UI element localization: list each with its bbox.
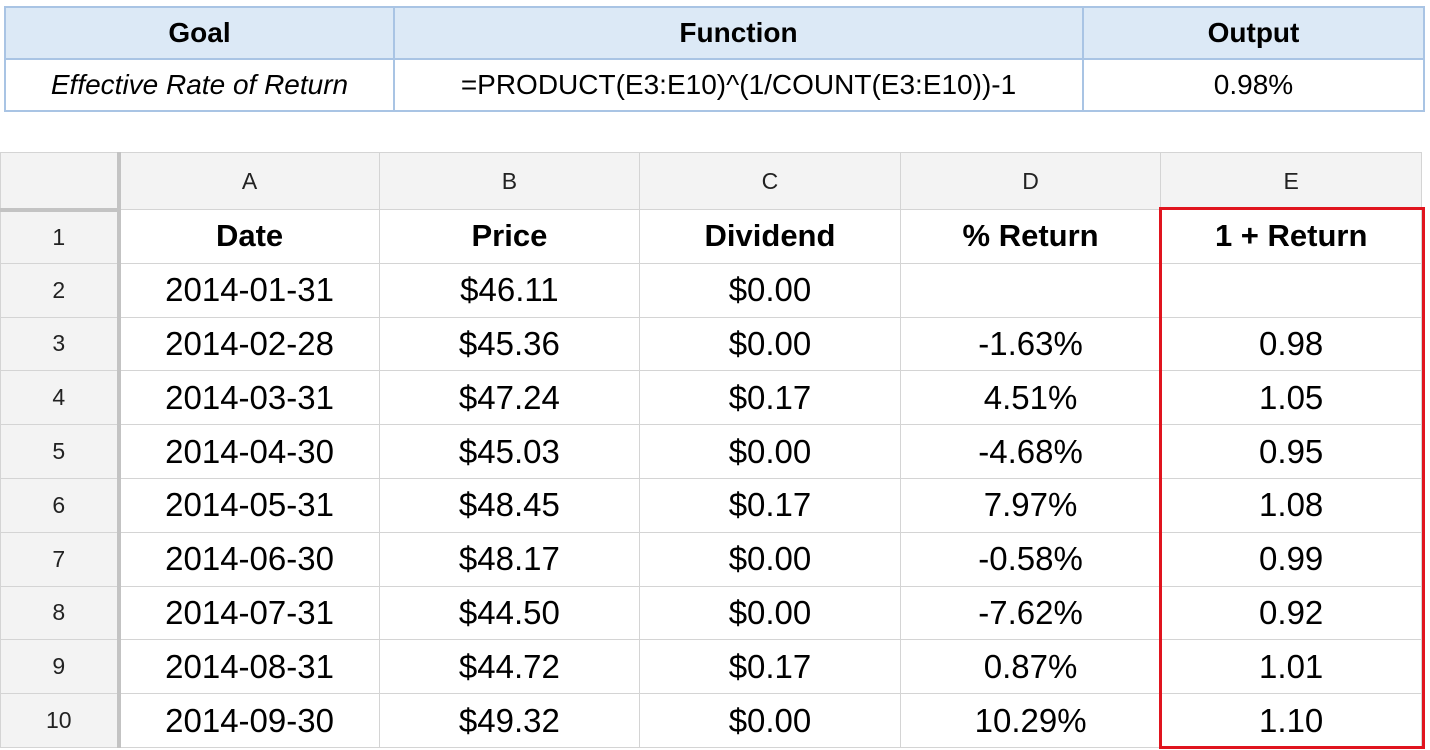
summary-header-goal: Goal <box>4 6 395 60</box>
cell-dividend[interactable]: $0.00 <box>639 316 901 372</box>
column-header-c[interactable]: C <box>639 152 901 210</box>
row-number[interactable]: 9 <box>0 639 121 695</box>
cell-date[interactable]: 2014-02-28 <box>118 316 380 372</box>
cell-one-plus-return[interactable]: 0.99 <box>1160 531 1422 587</box>
row-number[interactable]: 4 <box>0 370 121 426</box>
cell-pct-return[interactable]: 0.87% <box>899 639 1162 695</box>
table-row: 7 2014-06-30 $48.17 $0.00 -0.58% 0.99 <box>0 531 1422 587</box>
cell-price[interactable]: $48.45 <box>378 477 641 533</box>
cell-pct-return[interactable]: -0.58% <box>899 531 1162 587</box>
table-row: 5 2014-04-30 $45.03 $0.00 -4.68% 0.95 <box>0 424 1422 479</box>
cell-pct-return[interactable]: 10.29% <box>899 693 1162 748</box>
cell-one-plus-return[interactable]: 1.01 <box>1160 639 1422 695</box>
table-row: 10 2014-09-30 $49.32 $0.00 10.29% 1.10 <box>0 693 1422 748</box>
cell-one-plus-return[interactable]: 0.95 <box>1160 424 1422 479</box>
table-row: 8 2014-07-31 $44.50 $0.00 -7.62% 0.92 <box>0 585 1422 641</box>
column-header-e[interactable]: E <box>1160 152 1422 210</box>
summary-function-cell[interactable]: =PRODUCT(E3:E10)^(1/COUNT(E3:E10))-1 <box>393 58 1084 112</box>
cell-one-plus-return[interactable]: 0.92 <box>1160 585 1422 641</box>
cell-one-plus-return[interactable]: 1.10 <box>1160 693 1422 748</box>
cell-price[interactable]: $44.72 <box>378 639 641 695</box>
cell-price[interactable]: $45.03 <box>378 424 641 479</box>
cell-dividend[interactable]: $0.17 <box>639 477 901 533</box>
summary-table: Goal Function Output Effective Rate of R… <box>4 6 1425 112</box>
cell-price[interactable]: $48.17 <box>378 531 641 587</box>
cell-dividend[interactable]: $0.17 <box>639 639 901 695</box>
cell-one-plus-return[interactable]: 0.98 <box>1160 316 1422 372</box>
column-header-row: A B C D E <box>0 152 1422 212</box>
cell-header-dividend[interactable]: Dividend <box>639 209 901 264</box>
summary-header-output: Output <box>1082 6 1425 60</box>
cell-dividend[interactable]: $0.00 <box>639 262 901 318</box>
cell-dividend[interactable]: $0.00 <box>639 424 901 479</box>
cell-date[interactable]: 2014-09-30 <box>118 693 380 748</box>
cell-date[interactable]: 2014-04-30 <box>118 424 380 479</box>
summary-output-cell[interactable]: 0.98% <box>1082 58 1425 112</box>
cell-one-plus-return[interactable]: 1.05 <box>1160 370 1422 426</box>
cell-pct-return[interactable]: -1.63% <box>899 316 1162 372</box>
cell-pct-return[interactable]: -4.68% <box>899 424 1162 479</box>
row-number[interactable]: 10 <box>0 693 121 748</box>
table-row: 6 2014-05-31 $48.45 $0.17 7.97% 1.08 <box>0 477 1422 533</box>
table-row: 3 2014-02-28 $45.36 $0.00 -1.63% 0.98 <box>0 316 1422 372</box>
row-number[interactable]: 1 <box>0 209 121 264</box>
summary-header-function: Function <box>393 6 1084 60</box>
column-header-d[interactable]: D <box>899 152 1162 210</box>
select-all-corner[interactable] <box>0 152 121 212</box>
cell-price[interactable]: $46.11 <box>378 262 641 318</box>
table-row: 2 2014-01-31 $46.11 $0.00 <box>0 262 1422 318</box>
cell-pct-return[interactable]: -7.62% <box>899 585 1162 641</box>
cell-date[interactable]: 2014-08-31 <box>118 639 380 695</box>
cell-header-price[interactable]: Price <box>378 209 641 264</box>
summary-value-row: Effective Rate of Return =PRODUCT(E3:E10… <box>4 58 1425 112</box>
cell-dividend[interactable]: $0.17 <box>639 370 901 426</box>
summary-goal-cell[interactable]: Effective Rate of Return <box>4 58 395 112</box>
cell-one-plus-return[interactable] <box>1160 262 1422 318</box>
row-number[interactable]: 7 <box>0 531 121 587</box>
cell-date[interactable]: 2014-05-31 <box>118 477 380 533</box>
cell-header-pct-return[interactable]: % Return <box>899 209 1162 264</box>
cell-price[interactable]: $49.32 <box>378 693 641 748</box>
cell-date[interactable]: 2014-01-31 <box>118 262 380 318</box>
cell-dividend[interactable]: $0.00 <box>639 585 901 641</box>
cell-price[interactable]: $47.24 <box>378 370 641 426</box>
cell-date[interactable]: 2014-03-31 <box>118 370 380 426</box>
row-number[interactable]: 5 <box>0 424 121 479</box>
cell-header-date[interactable]: Date <box>118 209 380 264</box>
column-header-a[interactable]: A <box>118 152 380 210</box>
column-header-b[interactable]: B <box>378 152 641 210</box>
cell-header-one-plus-return[interactable]: 1 + Return <box>1160 209 1422 264</box>
sheet-table: A B C D E 1 Date Price Dividend % Return… <box>0 152 1422 748</box>
cell-price[interactable]: $44.50 <box>378 585 641 641</box>
cell-dividend[interactable]: $0.00 <box>639 693 901 748</box>
cell-dividend[interactable]: $0.00 <box>639 531 901 587</box>
cell-price[interactable]: $45.36 <box>378 316 641 372</box>
row-number[interactable]: 8 <box>0 585 121 641</box>
cell-pct-return[interactable]: 4.51% <box>899 370 1162 426</box>
spreadsheet-grid: A B C D E 1 Date Price Dividend % Return… <box>0 152 1430 750</box>
summary-header-row: Goal Function Output <box>4 6 1425 60</box>
table-row: 1 Date Price Dividend % Return 1 + Retur… <box>0 209 1422 264</box>
cell-date[interactable]: 2014-07-31 <box>118 585 380 641</box>
table-row: 4 2014-03-31 $47.24 $0.17 4.51% 1.05 <box>0 370 1422 426</box>
cell-date[interactable]: 2014-06-30 <box>118 531 380 587</box>
cell-pct-return[interactable]: 7.97% <box>899 477 1162 533</box>
row-number[interactable]: 3 <box>0 316 121 372</box>
row-number[interactable]: 6 <box>0 477 121 533</box>
cell-one-plus-return[interactable]: 1.08 <box>1160 477 1422 533</box>
row-number[interactable]: 2 <box>0 262 121 318</box>
cell-pct-return[interactable] <box>899 262 1162 318</box>
table-row: 9 2014-08-31 $44.72 $0.17 0.87% 1.01 <box>0 639 1422 695</box>
